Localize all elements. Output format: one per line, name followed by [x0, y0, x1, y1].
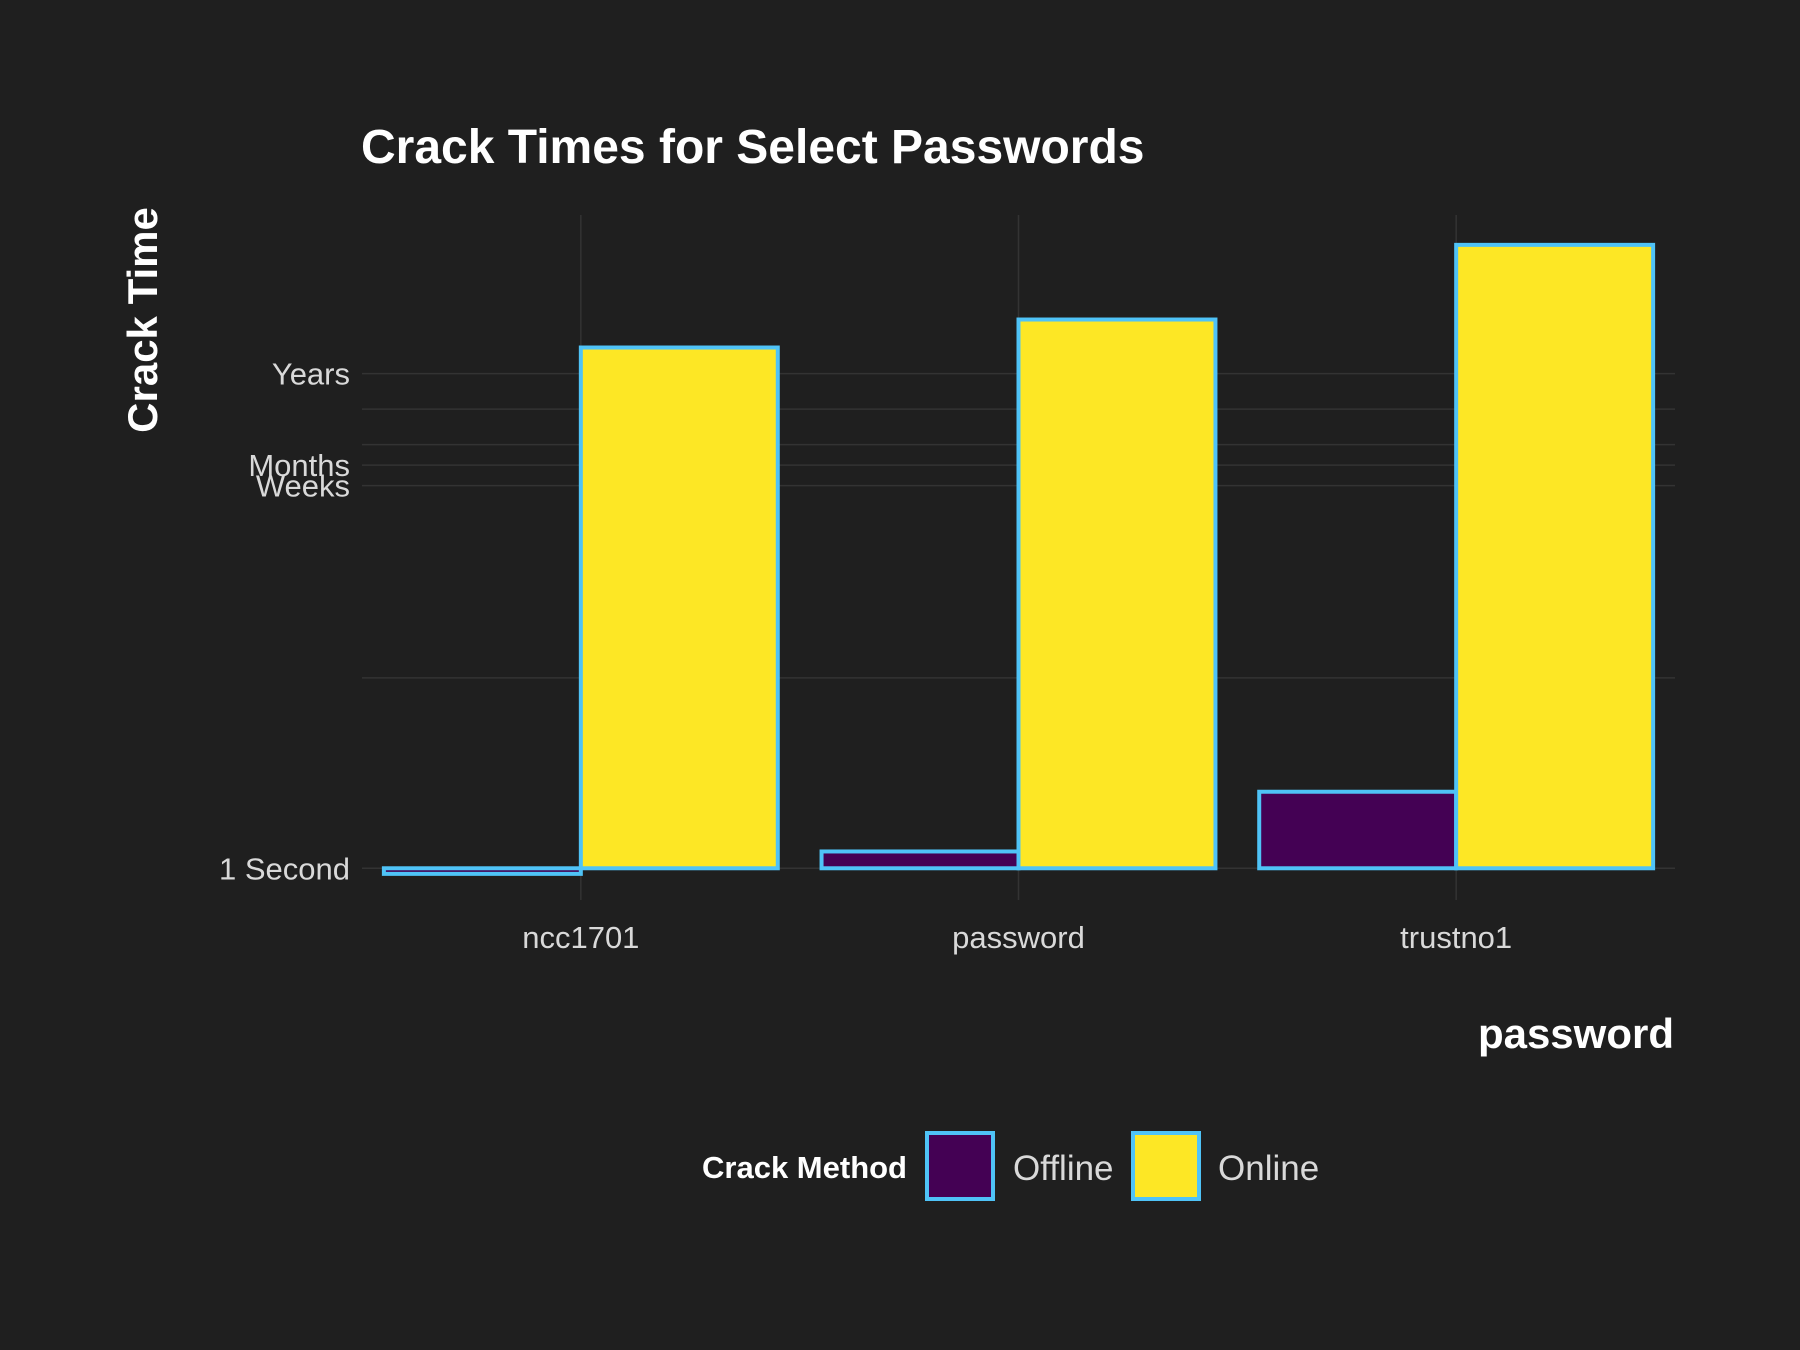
x-tick-label: ncc1701 — [522, 920, 639, 955]
x-axis-title: password — [1478, 1010, 1674, 1057]
chart-title: Crack Times for Select Passwords — [361, 121, 1145, 174]
bar-offline-trustno1 — [1257, 789, 1459, 871]
legend-swatch-online — [1131, 1131, 1201, 1201]
bars — [381, 242, 1656, 876]
bar-online-trustno1 — [1454, 242, 1656, 871]
legend-label-offline: Offline — [1013, 1149, 1114, 1188]
y-tick-label: Years — [272, 357, 350, 392]
bar-online-ncc1701 — [578, 345, 780, 871]
legend-title: Crack Method — [702, 1150, 907, 1185]
legend-swatch-offline — [925, 1131, 995, 1201]
x-tick-label: password — [952, 920, 1085, 955]
y-tick-label: 1 Second — [219, 851, 350, 886]
bar-online-password — [1016, 317, 1218, 871]
legend-label-online: Online — [1218, 1149, 1319, 1188]
legend: Crack Method Offline Online — [702, 1131, 1319, 1201]
y-tick-label: Weeks — [256, 469, 350, 504]
bar-offline-password — [819, 849, 1021, 871]
y-tick-label: Months — [248, 448, 350, 483]
bar-offline-ncc1701 — [381, 866, 583, 876]
y-axis-title: Crack Time — [119, 207, 166, 433]
x-tick-label: trustno1 — [1400, 920, 1512, 955]
